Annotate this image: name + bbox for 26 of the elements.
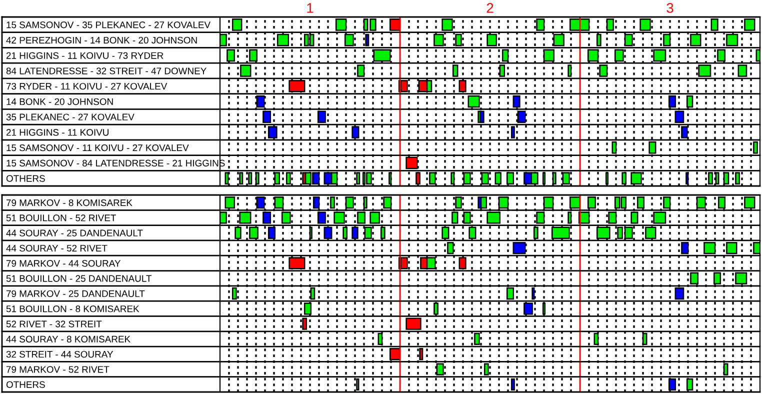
y-tick-label: 14 BONK - 20 JOHNSON xyxy=(6,98,113,106)
y-tick-label: 44 SOURAY - 52 RIVET xyxy=(6,244,108,252)
y-tick-label: 79 MARKOV - 25 DANDENAULT xyxy=(6,290,145,298)
x-tick-label: 1 xyxy=(307,3,314,13)
y-tick-label: OTHERS xyxy=(6,175,45,182)
y-tick-label: 51 BOUILLON - 8 KOMISAREK xyxy=(6,305,140,312)
y-tick-label: 44 SOURAY - 25 DANDENAULT xyxy=(6,230,143,236)
y-tick-label: 73 RYDER - 11 KOIVU - 27 KOVALEV xyxy=(6,82,168,90)
x-tick-label: 3 xyxy=(666,3,674,13)
y-tick-label: 35 PLEKANEC - 27 KOVALEV xyxy=(6,114,134,120)
y-tick-label: 52 RIVET - 32 STREIT xyxy=(6,320,102,328)
y-tick-label: OTHERS xyxy=(6,381,45,388)
y-tick-label: 44 SOURAY - 8 KOMISAREK xyxy=(6,336,130,342)
y-tick-label: 51 BOUILLON - 52 RIVET xyxy=(6,214,116,222)
y-tick-label: 21 HIGGINS - 11 KOIVU - 73 RYDER xyxy=(6,52,164,59)
y-tick-label: 51 BOUILLON - 25 DANDENAULT xyxy=(6,275,152,282)
y-tick-label: 79 MARKOV - 8 KOMISAREK xyxy=(6,199,132,206)
x-tick-label: 2 xyxy=(486,3,494,13)
y-tick-label: 84 LATENDRESSE - 32 STREIT - 47 DOWNEY xyxy=(6,68,206,74)
y-tick-label: 79 MARKOV - 44 SOURAY xyxy=(6,260,121,267)
y-tick-label: 42 PEREZHOGIN - 14 BONK - 20 JOHNSON xyxy=(6,36,197,44)
y-tick-label: 15 SAMSONOV - 11 KOIVU - 27 KOVALEV xyxy=(6,144,189,152)
y-tick-label: 79 MARKOV - 52 RIVET xyxy=(6,366,110,373)
y-tick-label: 21 HIGGINS - 11 KOIVU xyxy=(6,129,108,136)
y-tick-label: 32 STREIT - 44 SOURAY xyxy=(6,350,114,358)
y-tick-label: 15 SAMSONOV - 35 PLEKANEC - 27 KOVALEV xyxy=(6,22,210,28)
